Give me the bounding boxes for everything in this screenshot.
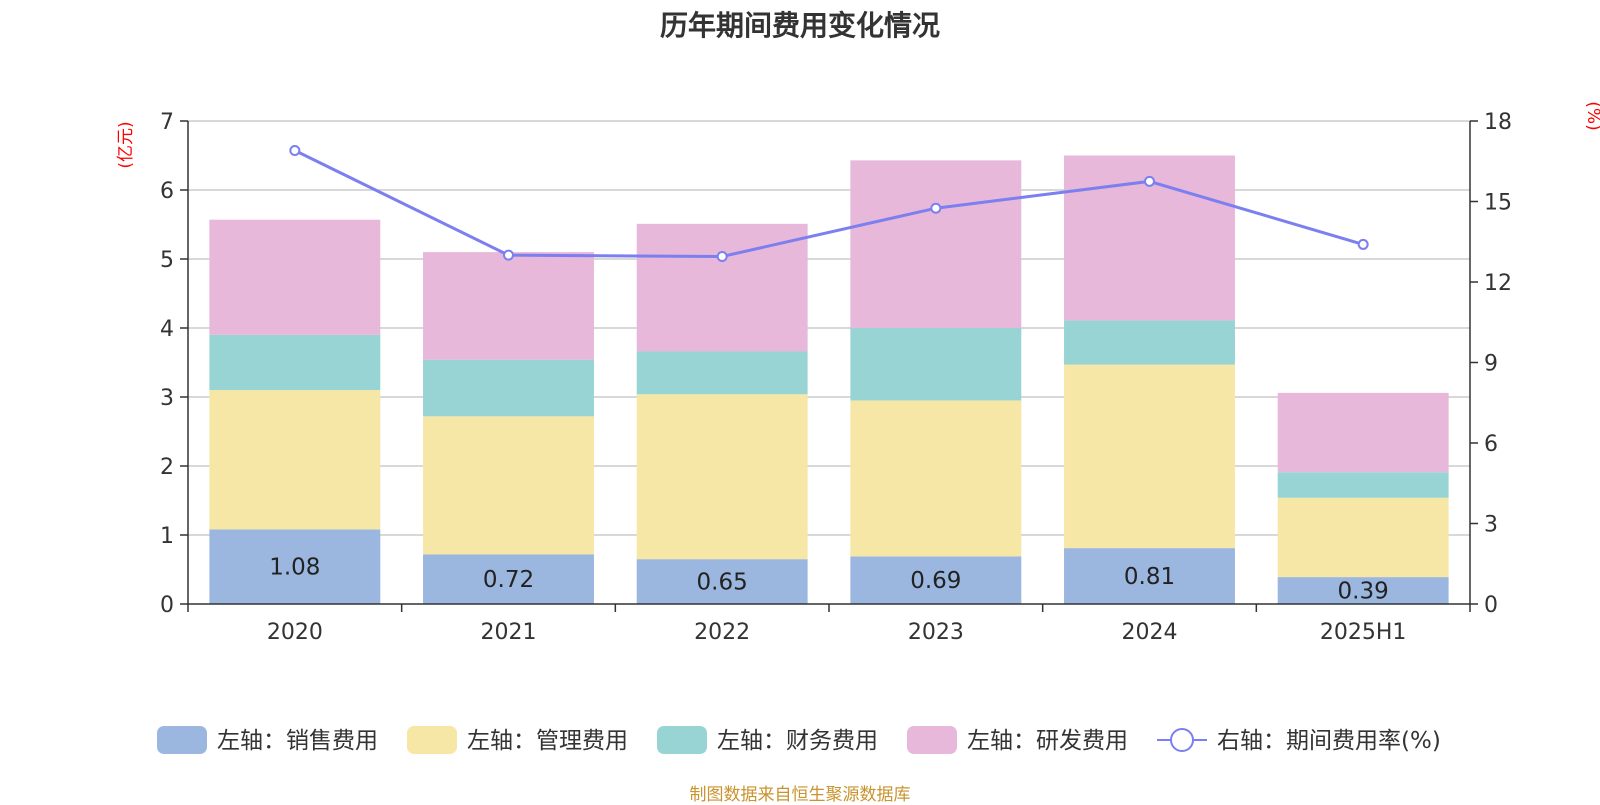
line-series-path: [294, 149, 1364, 259]
bar-segment: [850, 556, 1022, 604]
left-tick-label: 6: [160, 179, 174, 204]
bar-segment: [850, 160, 1022, 328]
bar-segment: [1064, 364, 1235, 549]
legend-label: 左轴：财务费用: [717, 728, 878, 754]
legend: 左轴：销售费用 左轴：管理费用 左轴：财务费用 左轴：研发费用 右轴：期间费用率(%): [157, 726, 1441, 754]
legend-swatch: [907, 726, 957, 754]
x-tick-label: 2023: [908, 620, 964, 645]
x-tick-label: 2021: [481, 620, 537, 645]
data-label: 0.69: [910, 568, 961, 594]
left-axis-unit: (亿元): [116, 121, 136, 168]
line-point: [1144, 175, 1155, 187]
bar-segment: [209, 390, 381, 530]
bar-segment: [1277, 392, 1449, 473]
bar-segment: [423, 359, 594, 417]
left-tick-label: 2: [160, 455, 174, 480]
right-tick-label: 18: [1484, 110, 1512, 135]
line-point: [1357, 238, 1369, 250]
data-label: 0.81: [1124, 564, 1175, 590]
left-tick-label: 7: [160, 110, 174, 135]
x-tick-label: 2022: [694, 620, 750, 645]
legend-label: 左轴：研发费用: [967, 728, 1128, 754]
x-tick-label: 2025H1: [1320, 620, 1407, 645]
line-point: [503, 249, 514, 261]
left-tick-label: 4: [160, 317, 174, 342]
x-tick-label: 2024: [1122, 620, 1178, 645]
left-tick-label: 1: [160, 524, 174, 549]
line-point: [716, 251, 728, 263]
bar-segment: [1064, 548, 1235, 604]
left-tick-label: 0: [160, 593, 174, 618]
right-tick-label: 9: [1484, 352, 1498, 377]
bar-segment: [423, 416, 594, 555]
legend-label: 左轴：管理费用: [467, 728, 628, 754]
bar-segment: [209, 529, 381, 604]
bar-segment: [850, 400, 1022, 557]
legend-marker: [1170, 728, 1194, 752]
bar-segment: [1277, 497, 1449, 578]
bar-segment: [423, 252, 594, 360]
bar-segment: [636, 351, 808, 395]
right-tick-label: 6: [1484, 432, 1498, 457]
data-label: 0.65: [697, 570, 748, 596]
grid-lines: [188, 120, 1470, 536]
right-tick-label: 0: [1484, 593, 1498, 618]
bar-segment: [209, 219, 381, 335]
x-tick-label: 2020: [267, 620, 323, 645]
legend-swatch: [157, 726, 207, 754]
bar-segment: [423, 554, 594, 604]
data-label: 1.08: [269, 555, 320, 581]
source-note: 制图数据来自恒生聚源数据库: [689, 785, 911, 805]
bar-segment: [209, 334, 381, 391]
bar-segment: [636, 559, 808, 604]
bar-segment: [1277, 472, 1449, 498]
line-point: [930, 202, 942, 214]
line-point: [289, 145, 301, 157]
right-tick-label: 3: [1484, 513, 1498, 538]
right-tick-label: 12: [1484, 271, 1512, 296]
legend-label: 左轴：销售费用: [217, 728, 378, 754]
bar-segment: [1277, 577, 1449, 604]
left-tick-label: 5: [160, 248, 174, 273]
bar-segment: [850, 328, 1022, 401]
right-axis-unit: (%): [1583, 101, 1600, 130]
data-label: 0.72: [483, 567, 534, 593]
left-tick-label: 3: [160, 386, 174, 411]
bar-segment: [1064, 320, 1235, 365]
legend-swatch: [657, 726, 707, 754]
legend-swatch: [407, 726, 457, 754]
bar-segment: [636, 394, 808, 560]
data-labels: 1.08 0.72 0.65 0.69 0.81 0.39: [269, 555, 1389, 605]
chart-title: 历年期间费用变化情况: [659, 9, 940, 42]
data-label: 0.39: [1338, 579, 1389, 605]
bar-series: [209, 155, 1449, 604]
line-series: [289, 145, 1369, 263]
legend-label: 右轴：期间费用率(%): [1217, 728, 1441, 754]
right-tick-label: 15: [1484, 191, 1512, 216]
